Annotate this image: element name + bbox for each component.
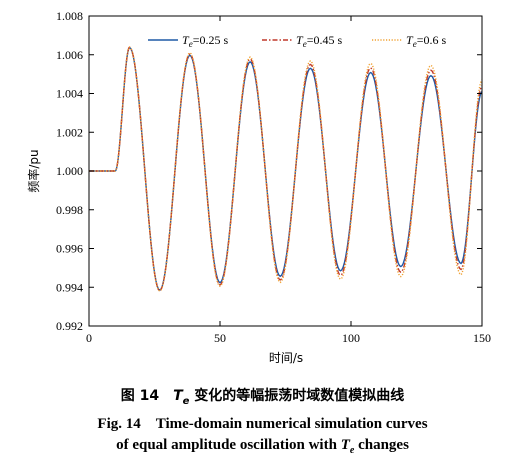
y-tick-label: 1.000 [56,164,83,178]
y-tick-label: 1.002 [56,125,83,139]
caption-cn-prefix: 图 14 [120,388,160,404]
y-tick-label: 0.992 [56,319,83,333]
series-line-1 [89,46,483,292]
plot-frame [88,15,483,327]
y-tick-label: 1.006 [56,48,83,62]
curves-layer [89,46,483,293]
legend-label-3: Te=0.6 s [406,33,446,49]
y-axis-title: 频率/pu [26,149,41,192]
caption-cn-sub: e [182,395,190,407]
x-tick-label: 50 [214,331,226,345]
caption-english-line2: of equal amplitude oscillation with Te c… [0,437,525,456]
y-tick-label: 0.994 [56,280,83,294]
x-tick-label: 0 [86,331,92,345]
series-line-3 [89,46,483,293]
x-tick-label: 100 [342,331,360,345]
frequency-chart: 0.992 0.994 0.996 0.998 1.000 1.002 1.004 1.006… [26,9,491,365]
caption-cn-var: T [173,388,183,404]
x-tick-label: 150 [473,331,491,345]
caption-en-var: T [340,437,350,453]
axis-ticks: 0.992 0.994 0.996 0.998 1.000 1.002 1.004 1.006… [56,9,491,345]
caption-en-sub: e [349,445,355,456]
legend: Te=0.25 s Te=0.45 s Te=0.6 s [148,33,446,49]
legend-label-1: Te=0.25 s [182,33,228,49]
caption-en-prefix: of equal amplitude oscillation with [116,437,341,453]
caption-cn-rest: 变化的等幅振荡时域数值模拟曲线 [189,388,405,404]
y-tick-label: 0.996 [56,242,83,256]
caption-english-line1: Fig. 14 Time-domain numerical simulation… [97,416,428,432]
x-axis-title: 时间/s [269,351,303,365]
caption-chinese: 图 14 Te 变化的等幅振荡时域数值模拟曲线 [0,385,525,407]
series-line-2 [89,46,483,292]
caption-en-suffix: changes [354,437,409,453]
legend-label-2: Te=0.45 s [296,33,342,49]
y-tick-label: 1.004 [56,87,83,101]
y-tick-label: 1.008 [56,9,83,23]
y-tick-label: 0.998 [56,203,83,217]
